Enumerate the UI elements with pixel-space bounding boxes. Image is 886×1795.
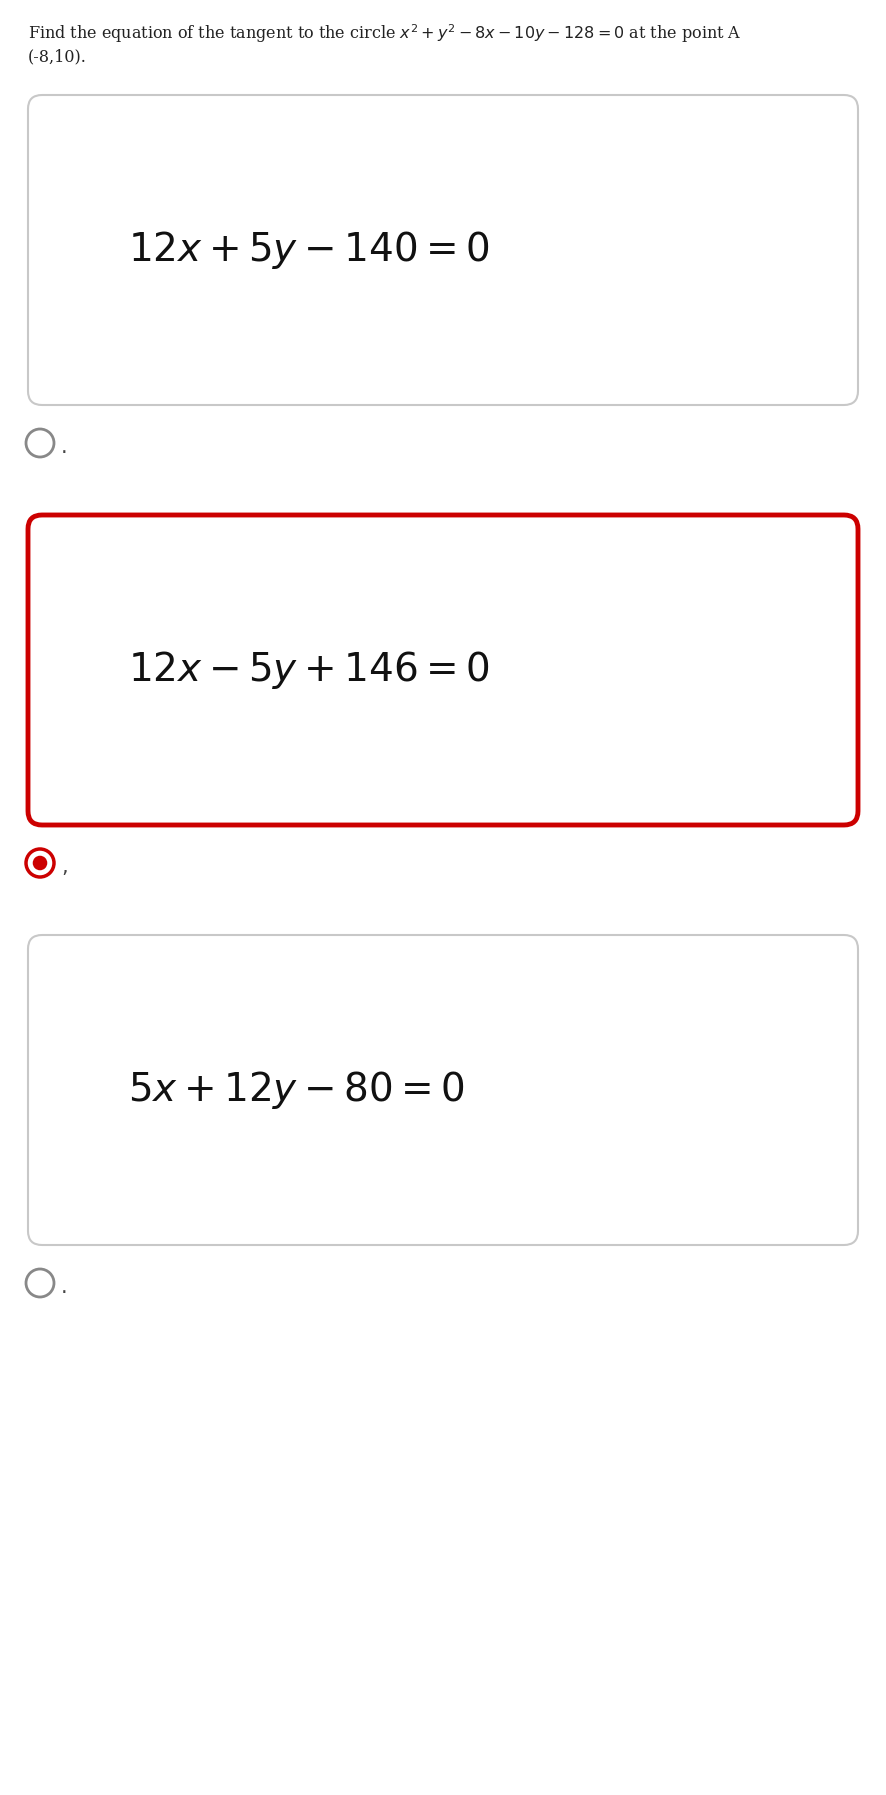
Circle shape <box>26 1269 54 1298</box>
Circle shape <box>26 849 54 878</box>
Text: (-8,10).: (-8,10). <box>28 48 87 65</box>
FancyBboxPatch shape <box>28 95 858 406</box>
Text: Find the equation of the tangent to the circle $x^2 + y^2 - 8x - 10y - 128 = 0$ : Find the equation of the tangent to the … <box>28 22 742 45</box>
Circle shape <box>33 856 47 871</box>
Text: $12x - 5y + 146 = 0$: $12x - 5y + 146 = 0$ <box>128 650 489 691</box>
FancyBboxPatch shape <box>28 935 858 1246</box>
Text: $5x + 12y - 80 = 0$: $5x + 12y - 80 = 0$ <box>128 1070 464 1111</box>
Text: .: . <box>61 1276 67 1298</box>
Text: .: . <box>61 436 67 458</box>
Text: ,: , <box>61 856 67 878</box>
Text: $12x + 5y - 140 = 0$: $12x + 5y - 140 = 0$ <box>128 230 489 271</box>
Circle shape <box>26 429 54 458</box>
FancyBboxPatch shape <box>28 515 858 826</box>
